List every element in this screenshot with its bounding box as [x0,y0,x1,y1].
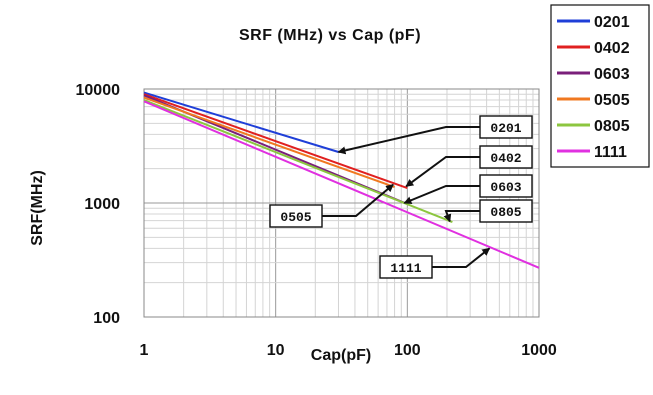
legend-label-0402: 0402 [594,40,630,57]
callout-arrow-0201 [337,126,480,155]
x-tick-label: 1000 [521,342,557,359]
callout-arrow-1111 [432,247,491,268]
y-tick-label: 10000 [76,82,121,99]
callout-box-0603 [479,174,533,198]
chart-title: SRF (MHz) vs Cap (pF) [239,27,421,44]
x-tick-label: 1 [140,342,149,359]
callout-label-0505: 0505 [280,210,311,225]
legend: 0201 0402 0603 0505 0805 1111 [550,4,650,168]
callout-arrow-0505 [322,183,394,217]
annotations: 0201 0402 0603 0805 0505 1111 [269,115,533,279]
callout-box-1111 [379,255,433,279]
series-line-0201 [143,91,339,153]
legend-box [550,4,650,168]
series-line-0402 [143,93,408,190]
callout-box-0805 [479,199,533,223]
y-tick-label: 1000 [84,196,120,213]
series-layer [143,91,540,269]
tick-labels: 1 10 100 1000 100 1000 10000 [76,82,557,359]
grid [143,89,539,318]
x-tick-label: 100 [394,342,421,359]
callout-arrow-0603 [403,185,480,205]
legend-label-0603: 0603 [594,66,630,83]
legend-label-0505: 0505 [594,92,630,109]
callout-label-1111: 1111 [390,261,421,276]
callout-box-0201 [479,115,533,139]
callout-arrow-0402 [405,156,480,188]
series-line-0805 [143,99,453,224]
legend-label-1111: 1111 [594,144,627,161]
callout-label-0805: 0805 [490,205,521,220]
callout-label-0201: 0201 [490,121,521,136]
callout-label-0603: 0603 [490,180,521,195]
callout-box-0402 [479,145,533,169]
series-line-0505 [143,96,395,189]
callout-box-0505 [269,204,323,228]
y-axis-label: SRF(MHz) [29,170,46,246]
series-line-1111 [143,100,540,269]
legend-label-0805: 0805 [594,118,630,135]
legend-items: 0201 0402 0603 0505 0805 1111 [557,14,630,161]
callout-arrow-0805 [443,210,480,223]
x-tick-label: 10 [267,342,285,359]
x-axis-label: Cap(pF) [311,347,371,364]
callout-label-0402: 0402 [490,151,521,166]
legend-label-0201: 0201 [594,14,630,31]
plot-frame [143,88,540,318]
y-tick-label: 100 [93,310,120,327]
